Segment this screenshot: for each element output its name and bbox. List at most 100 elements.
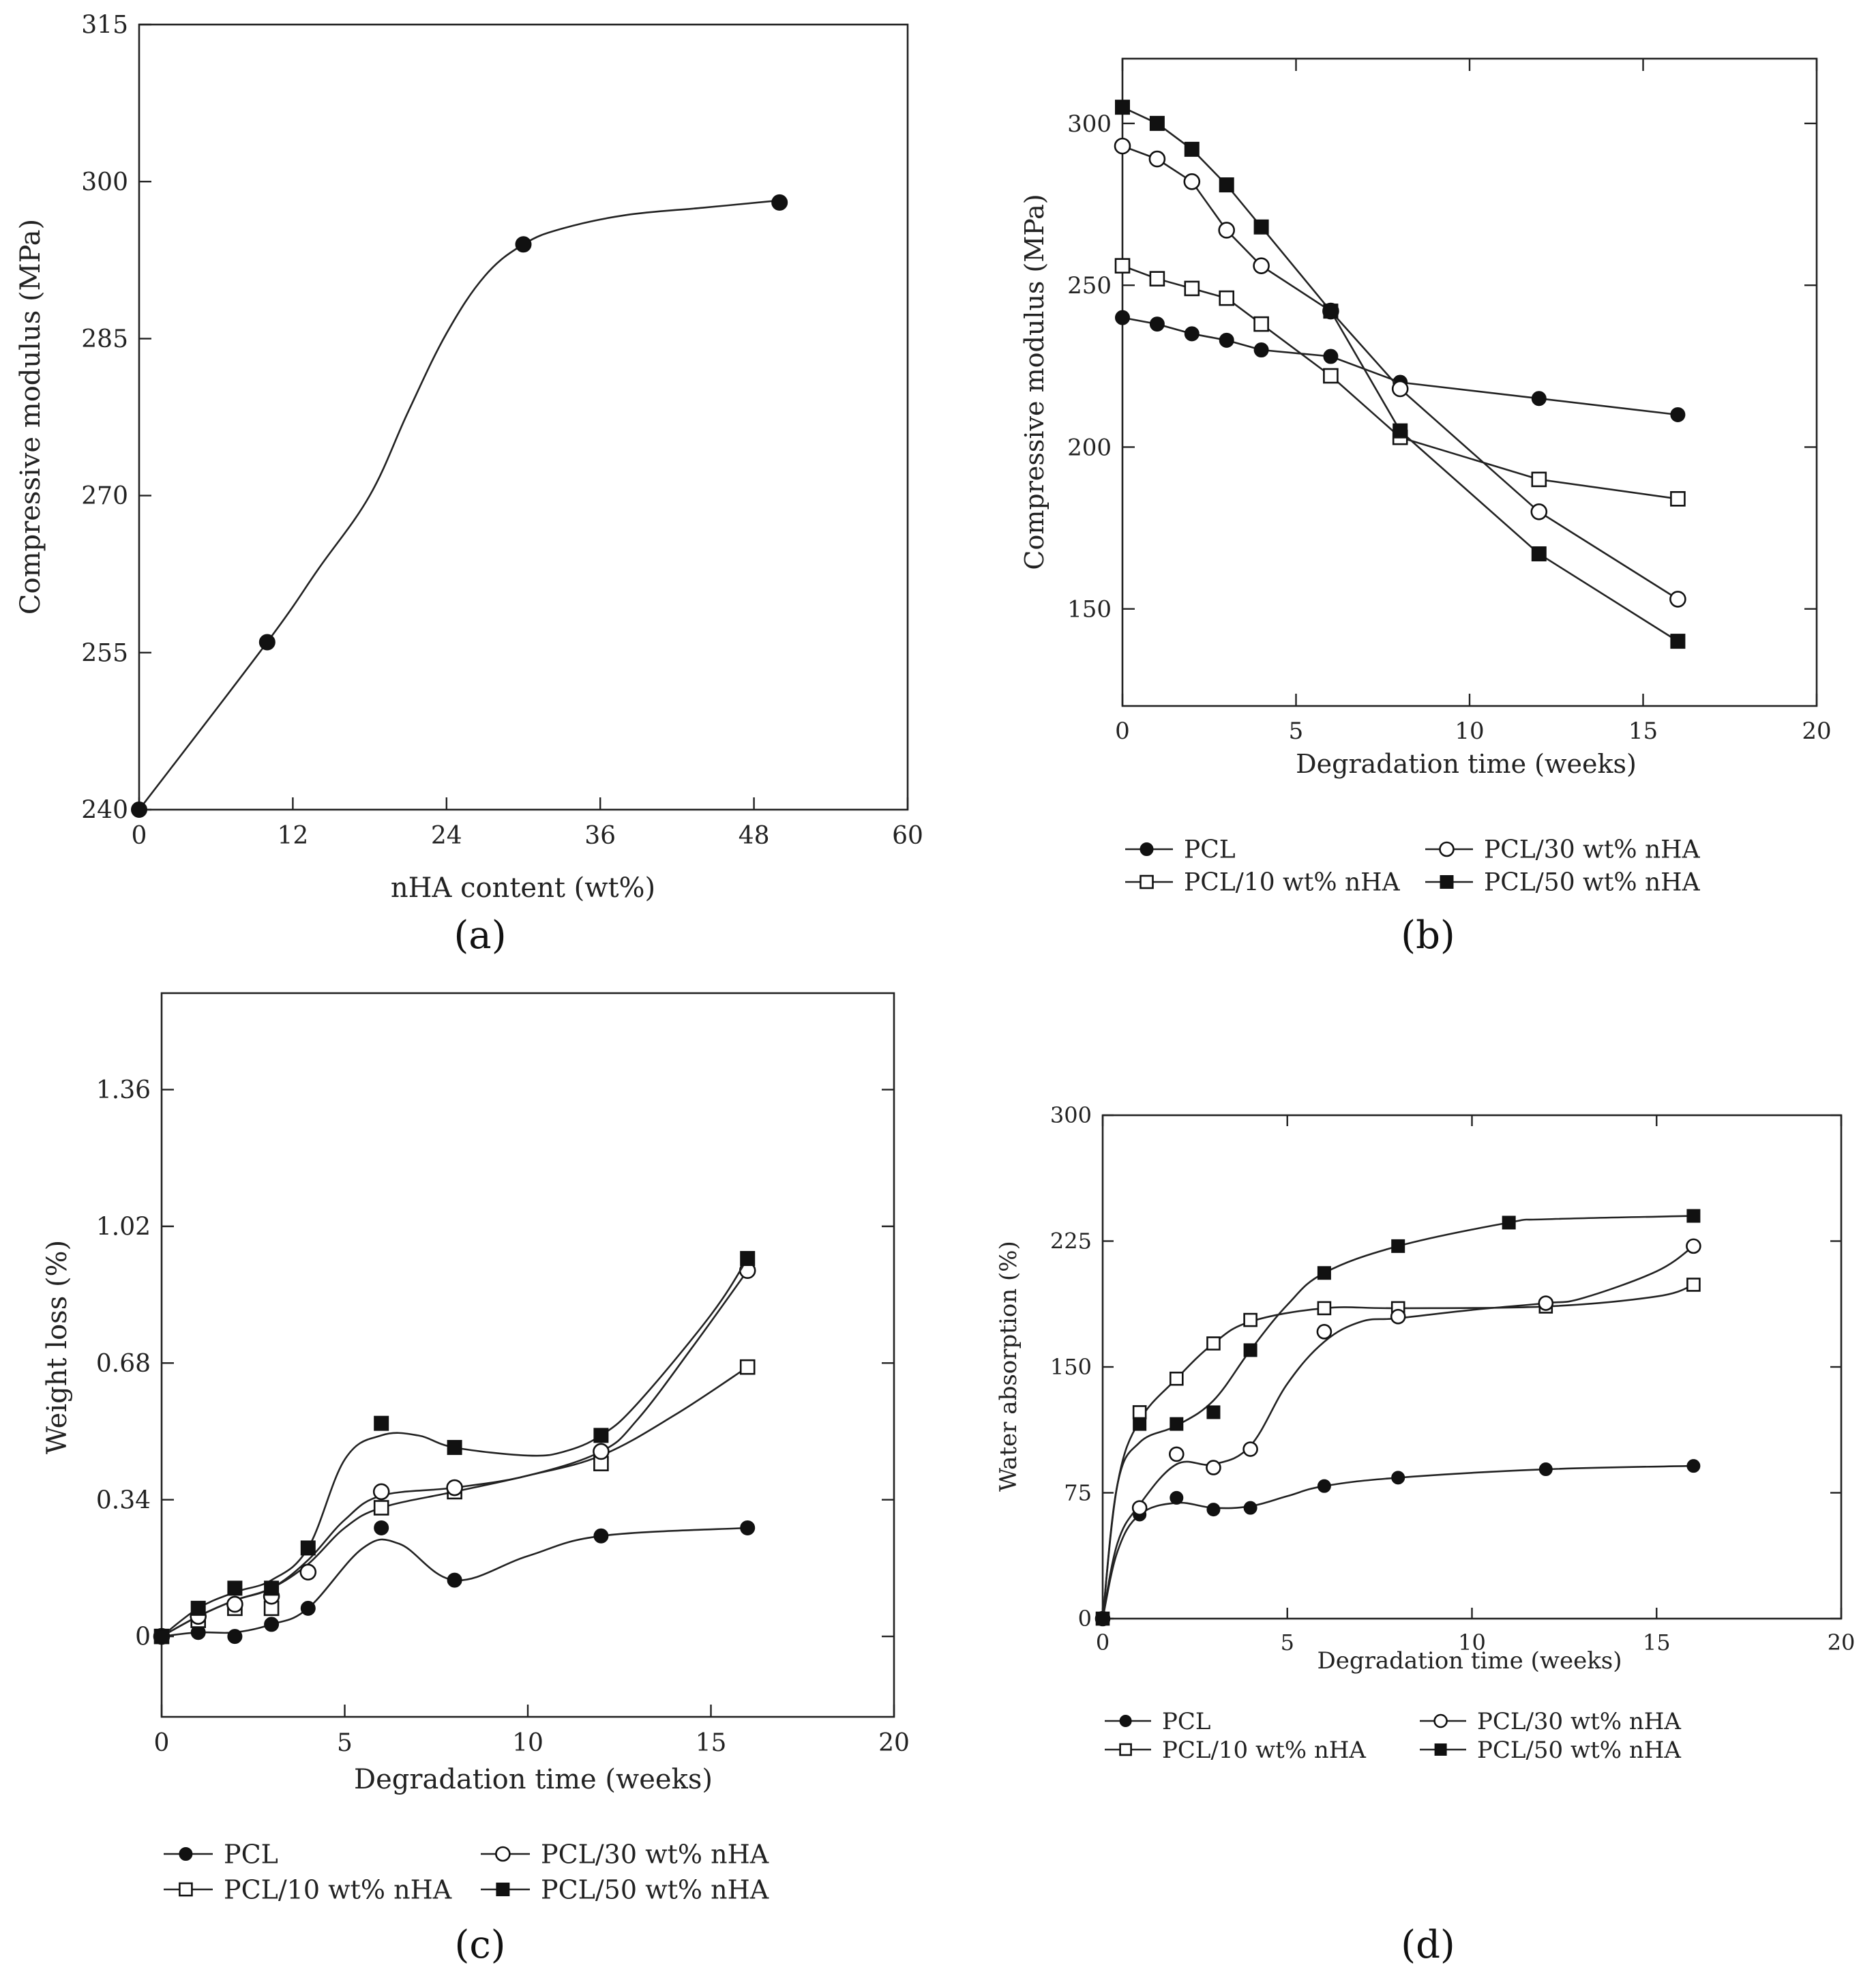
legend-label: PCL	[1184, 836, 1236, 864]
series-line	[1122, 106, 1679, 643]
data-point	[1184, 280, 1200, 297]
panel-caption: (a)	[453, 913, 506, 958]
y-axis-label: Water absorption (%)	[995, 1241, 1022, 1492]
data-point	[1115, 310, 1130, 325]
y-tick-label: 270	[81, 482, 128, 510]
data-point	[190, 1600, 206, 1616]
data-point	[1393, 423, 1408, 439]
data-point	[1317, 1266, 1331, 1280]
data-point	[1253, 257, 1270, 274]
y-tick-label: 1.02	[96, 1213, 151, 1241]
data-point	[1530, 503, 1548, 520]
x-tick-label: 20	[1828, 1630, 1856, 1655]
data-point	[447, 1440, 462, 1456]
plot-frame	[138, 23, 909, 811]
series-pcl-10-wt-nha	[1095, 1278, 1701, 1626]
series-pcl	[1096, 1459, 1701, 1625]
data-point	[1391, 1471, 1405, 1485]
legend-marker	[1434, 1743, 1447, 1756]
data-point	[264, 1580, 280, 1596]
x-axis-label: nHA content (wt%)	[391, 872, 655, 904]
legend-marker	[496, 1883, 510, 1896]
data-point	[447, 1572, 462, 1588]
data-point	[1170, 1490, 1184, 1505]
data-point	[1184, 141, 1200, 157]
legend-marker	[1140, 874, 1154, 889]
x-tick-label: 12	[277, 822, 308, 850]
x-tick-label: 20	[1802, 718, 1831, 745]
data-point	[1686, 1278, 1701, 1292]
series-line	[1101, 1215, 1694, 1619]
data-point	[1390, 1308, 1406, 1325]
y-tick-label: 315	[81, 12, 128, 40]
y-tick-label: 240	[81, 797, 128, 825]
y-tick-label: 250	[1067, 272, 1112, 299]
series-line	[1101, 1245, 1695, 1619]
legend-label: PCL/30 wt% nHA	[541, 1839, 769, 1869]
data-point	[593, 1428, 609, 1443]
data-point	[1669, 591, 1686, 608]
series-line	[138, 199, 780, 810]
data-point	[154, 1629, 169, 1645]
legend-label: PCL	[1162, 1708, 1210, 1735]
data-point	[740, 1251, 756, 1267]
series-line	[161, 1269, 749, 1638]
x-axis-label: Degradation time (weeks)	[1296, 749, 1637, 779]
data-point	[1206, 1336, 1221, 1351]
data-point	[1219, 177, 1234, 193]
data-point	[1670, 407, 1686, 422]
data-point	[227, 1629, 243, 1645]
y-tick-label: 285	[81, 325, 128, 353]
data-point	[1538, 1462, 1553, 1477]
x-tick-label: 5	[1281, 1630, 1294, 1655]
data-point	[131, 801, 147, 818]
series-pcl-10-wt-nha	[153, 1359, 756, 1645]
plot-frame	[1121, 57, 1818, 707]
legend-label: PCL/10 wt% nHA	[1162, 1737, 1366, 1764]
data-point	[1206, 1503, 1221, 1517]
data-point	[1219, 332, 1234, 348]
data-point	[1170, 1371, 1184, 1386]
data-point	[1531, 471, 1547, 488]
data-point	[1670, 491, 1686, 507]
data-point	[1148, 150, 1166, 168]
data-point	[1149, 115, 1165, 131]
y-tick-label: 200	[1067, 434, 1112, 461]
data-point	[258, 634, 276, 651]
y-tick-label: 300	[1050, 1102, 1092, 1128]
x-axis-label: Degradation time (weeks)	[354, 1764, 713, 1795]
y-tick-label: 225	[1050, 1228, 1092, 1254]
data-point	[1391, 380, 1409, 398]
x-tick-label: 15	[696, 1729, 727, 1757]
data-point	[1114, 137, 1131, 155]
data-point	[300, 1540, 316, 1556]
data-point	[374, 1415, 389, 1431]
x-tick-label: 24	[431, 822, 462, 850]
series-compressive-modulus	[131, 194, 788, 818]
x-tick-label: 60	[892, 822, 923, 850]
y-tick-label: 300	[81, 168, 128, 196]
data-point	[1686, 1238, 1701, 1254]
y-tick-label: 0	[135, 1623, 151, 1651]
y-tick-label: 1.36	[96, 1076, 151, 1104]
data-point	[1538, 1295, 1554, 1311]
data-point	[1323, 304, 1339, 319]
data-point	[1502, 1216, 1516, 1230]
x-tick-label: 0	[132, 822, 147, 850]
x-tick-label: 5	[1289, 718, 1304, 745]
plot-frame	[1101, 1114, 1843, 1620]
data-point	[1219, 290, 1234, 306]
series-pcl-10-wt-nha	[1114, 258, 1686, 507]
legend-marker	[1440, 875, 1454, 889]
data-point	[1243, 1501, 1257, 1515]
y-tick-label: 0	[1078, 1606, 1092, 1632]
legend-marker	[1439, 841, 1455, 857]
data-point	[1131, 1500, 1148, 1516]
data-point	[1149, 271, 1165, 286]
data-point	[1133, 1417, 1147, 1431]
legend-marker	[179, 1882, 193, 1897]
data-point	[1670, 634, 1686, 649]
panel-caption: (b)	[1401, 913, 1455, 958]
data-point	[300, 1600, 316, 1616]
y-tick-label: 0.68	[96, 1350, 151, 1378]
